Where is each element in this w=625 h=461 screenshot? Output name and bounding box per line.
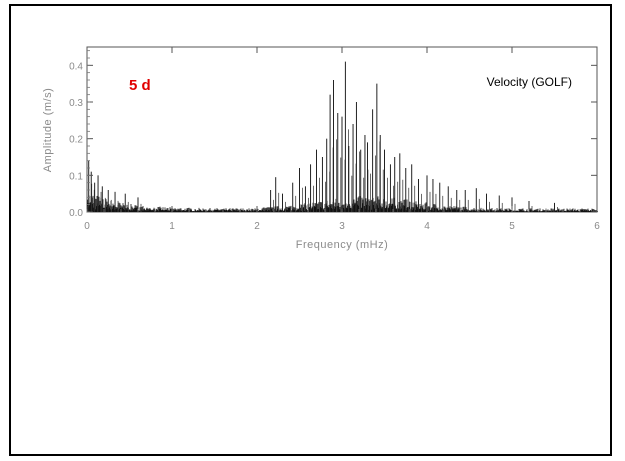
x-tick-label: 6 [594,221,600,232]
x-tick-label: 0 [84,221,90,232]
y-axis-title: Amplitude (m/s) [42,88,54,173]
slide-frame [9,4,612,456]
y-tick-label: 0.4 [69,61,83,72]
time-span-label: 5 d [129,77,151,94]
x-axis-title: Frequency (mHz) [296,239,388,251]
y-tick-label: 0.0 [69,208,83,219]
y-tick-label: 0.3 [69,98,83,109]
label-layer: 0 1 2 3 4 5 6 0.0 0.1 0.2 0.3 0.4 [69,61,600,232]
x-tick-label: 1 [169,221,175,232]
tick-layer [86,47,598,213]
instrument-label: Velocity (GOLF) [487,75,572,89]
x-tick-label: 4 [424,221,430,232]
series-layer [86,61,598,212]
x-tick-label: 5 [509,221,515,232]
y-tick-label: 0.2 [69,135,83,146]
plot-area [86,46,598,213]
x-tick-label: 2 [254,221,260,232]
x-tick-label: 3 [339,221,345,232]
y-tick-label: 0.1 [69,171,83,182]
